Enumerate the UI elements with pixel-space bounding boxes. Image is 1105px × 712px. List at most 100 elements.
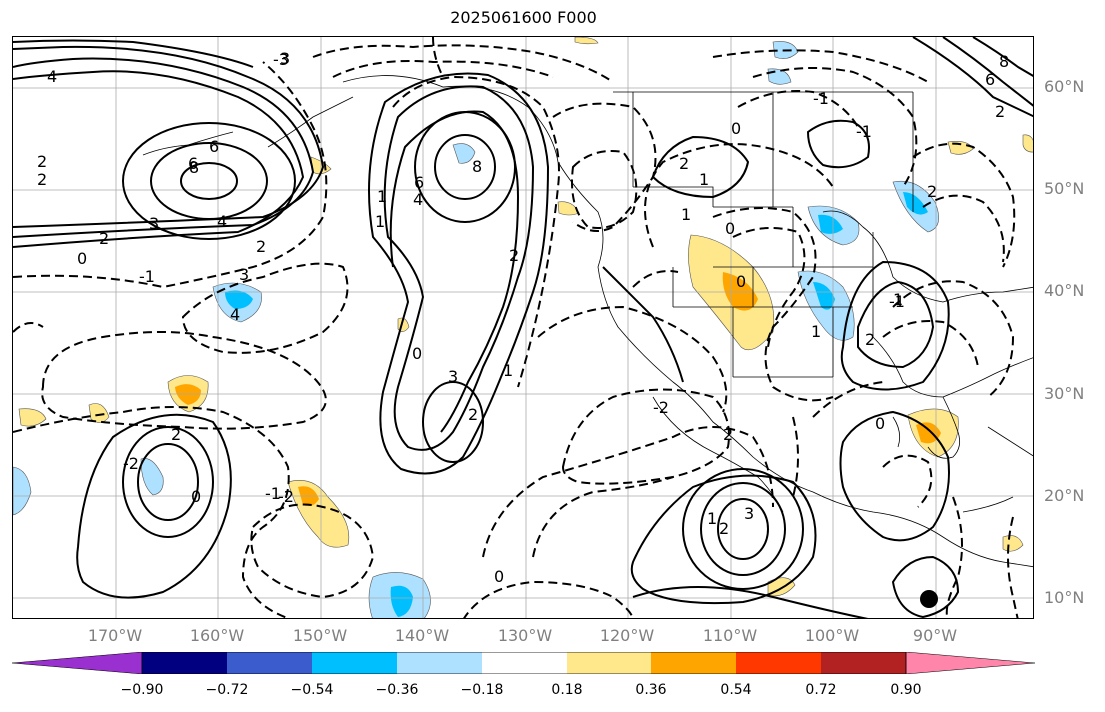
contour-label: -2 [653, 398, 669, 417]
colorbar-extend-low [12, 652, 143, 674]
colorbar-tick-label: 0.18 [551, 682, 583, 698]
colorbar-tick-label: 0.54 [720, 682, 752, 698]
lat-label-10n: 10°N [1044, 588, 1085, 607]
chart-title: 2025061600 F000 [450, 8, 597, 27]
contour-label: 8 [472, 157, 482, 176]
contour-label: -2 [123, 454, 139, 473]
colorbar-tick-label: −0.90 [120, 682, 164, 698]
contour-label: 2 [256, 237, 266, 256]
contour-label: 4 [413, 190, 423, 209]
lat-label-30n: 30°N [1044, 384, 1085, 403]
colorbar-tick-label: 0.36 [635, 682, 667, 698]
colorbar-tick-label: −0.18 [460, 682, 504, 698]
contour-label: 6 [209, 137, 219, 156]
contour-label: 6 [985, 70, 995, 89]
colorbar-tick-label: 0.72 [805, 682, 837, 698]
lon-label-120w: 120°W [599, 626, 655, 645]
contour-label: 1 [375, 212, 385, 231]
colorbar-segment [312, 652, 397, 674]
contour-label: 1 [681, 205, 691, 224]
contour-label: -3 [273, 50, 289, 69]
colorbar-segment [567, 652, 651, 674]
contour-label: 3 [149, 214, 159, 233]
contour-label: 2 [927, 182, 937, 201]
contour-label: 1 [377, 187, 387, 206]
contour-label: 1 [811, 322, 821, 341]
contour-label: -1 [889, 292, 905, 311]
contour-label: 0 [736, 272, 746, 291]
contour-label: 6 [414, 173, 424, 192]
contour-label: 4 [217, 212, 227, 231]
colorbar-tick-label: 0.90 [890, 682, 922, 698]
lon-label-100w: 100°W [804, 626, 860, 645]
contour-label: 8 [999, 52, 1009, 71]
lon-label-160w: 160°W [189, 626, 245, 645]
lat-label-50n: 50°N [1044, 179, 1085, 198]
contour-label: 4 [47, 67, 57, 86]
colorbar-segment [821, 652, 906, 674]
contour-label: 3 [239, 265, 249, 284]
contour-label: 2 [171, 425, 181, 444]
coastlines [142, 75, 1033, 568]
contour-label: 2 [679, 154, 689, 173]
colorbar-segment [736, 652, 821, 674]
contour-label: 0 [77, 249, 87, 268]
contour-label: 4 [230, 305, 240, 324]
contour-label: 3 [744, 504, 754, 523]
shaded-anomalies [13, 37, 1033, 618]
contour-label: 0 [412, 344, 422, 363]
map-canvas: 3 4 6 2 2 6 8 3 4 2 0 2 -1 3 4 8 6 4 1 1… [13, 37, 1033, 618]
contour-label: 2 [509, 246, 519, 265]
contour-label: 1 [699, 170, 709, 189]
contour-label: 0 [731, 119, 741, 138]
contour-label: -2 [278, 487, 294, 506]
contour-label: -1 [813, 89, 829, 108]
contour-label: 8 [189, 158, 199, 177]
colorbar [12, 652, 1035, 674]
colorbar-segment [227, 652, 312, 674]
contour-label: 1 [893, 290, 903, 309]
colorbar-segment [142, 652, 227, 674]
colorbar-tick-label: −0.36 [375, 682, 419, 698]
dashed-contours [13, 37, 1019, 618]
lon-label-140w: 140°W [394, 626, 450, 645]
contour-label: 0 [875, 414, 885, 433]
colorbar-segment [397, 652, 482, 674]
contour-labels: 3 4 6 2 2 6 8 3 4 2 0 2 -1 3 4 8 6 4 1 1… [37, 49, 1009, 586]
contour-label: -1 [265, 484, 281, 503]
lat-label-20n: 20°N [1044, 486, 1085, 505]
contour-label: 6 [188, 154, 198, 173]
lon-label-110w: 110°W [702, 626, 758, 645]
map-panel: 3 4 6 2 2 6 8 3 4 2 0 2 -1 3 4 8 6 4 1 1… [12, 36, 1034, 619]
contour-label: -1 [139, 267, 155, 286]
contour-label: 2 [37, 152, 47, 171]
lon-label-130w: 130°W [497, 626, 553, 645]
lat-label-60n: 60°N [1044, 77, 1085, 96]
colorbar-extend-high [905, 652, 1035, 674]
contour-label: 2 [99, 229, 109, 248]
contour-label: 1 [707, 509, 717, 528]
lon-label-170w: 170°W [87, 626, 143, 645]
contour-label: 2 [37, 170, 47, 189]
contour-label: 2 [719, 519, 729, 538]
colorbar-segment [651, 652, 736, 674]
contour-label: 0 [191, 487, 201, 506]
contour-label: 1 [503, 361, 513, 380]
contour-label: 2 [723, 425, 733, 444]
contour-label: -1 [856, 122, 872, 141]
colorbar-tick-label: −0.54 [290, 682, 334, 698]
contour-label: 3 [448, 367, 458, 386]
lat-label-40n: 40°N [1044, 281, 1085, 300]
contour-label: 3 [280, 49, 290, 68]
gridlines [13, 37, 1033, 618]
lon-label-90w: 90°W [912, 626, 958, 645]
contour-label: 0 [725, 219, 735, 238]
lon-label-150w: 150°W [292, 626, 348, 645]
contour-label: 2 [995, 102, 1005, 121]
colorbar-tick-label: −0.72 [205, 682, 249, 698]
marker-dot [920, 590, 938, 608]
colorbar-segment [482, 652, 567, 674]
contour-label: 0 [494, 567, 504, 586]
contour-label: 2 [468, 405, 478, 424]
contour-label: 2 [865, 330, 875, 349]
